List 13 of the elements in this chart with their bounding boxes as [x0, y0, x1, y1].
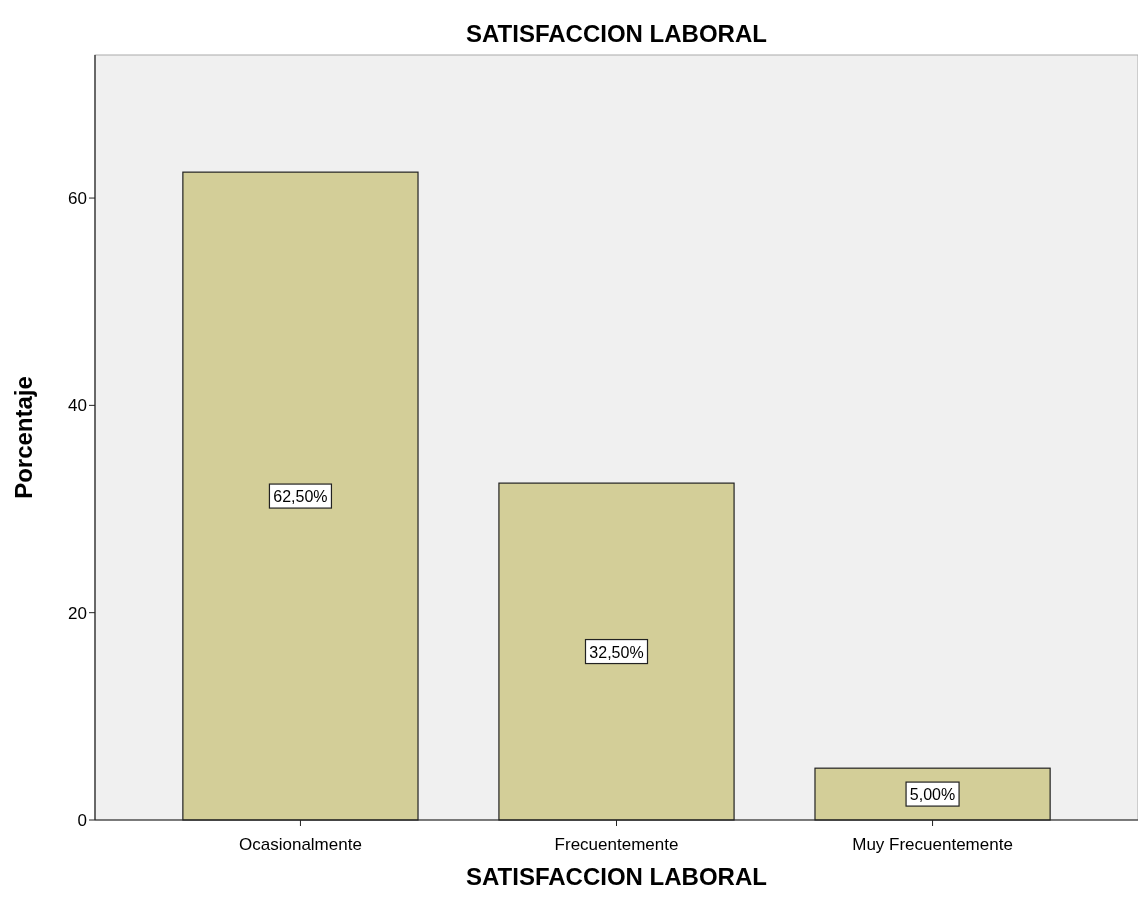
x-tick-label: Muy Frecuentemente: [852, 835, 1013, 854]
data-label: 32,50%: [589, 643, 644, 661]
y-tick-label: 60: [68, 189, 87, 209]
data-label: 62,50%: [273, 488, 328, 506]
y-tick-label: 0: [77, 811, 87, 830]
y-tick-label: 40: [68, 396, 87, 416]
y-axis-title: Porcentaje: [10, 376, 37, 499]
y-tick-label: 20: [68, 603, 87, 623]
x-axis-title: SATISFACCION LABORAL: [466, 863, 767, 890]
x-tick-label: Frecuentemente: [554, 835, 679, 854]
chart-title: SATISFACCION LABORAL: [466, 20, 767, 47]
x-tick-label: Ocasionalmente: [239, 835, 362, 854]
data-label: 5,00%: [909, 786, 956, 804]
